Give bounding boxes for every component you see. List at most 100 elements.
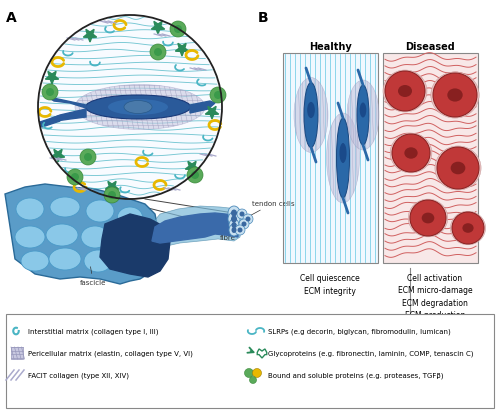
Ellipse shape [340, 144, 346, 164]
Ellipse shape [231, 210, 237, 217]
Ellipse shape [81, 226, 109, 248]
Circle shape [252, 369, 262, 377]
Circle shape [243, 214, 253, 224]
Text: Healthy: Healthy [308, 42, 352, 52]
Polygon shape [148, 206, 242, 247]
Ellipse shape [118, 207, 142, 228]
Bar [6, 314, 494, 408]
Ellipse shape [124, 101, 152, 114]
Ellipse shape [16, 199, 44, 221]
Ellipse shape [115, 255, 141, 273]
Ellipse shape [383, 71, 427, 113]
Ellipse shape [232, 223, 236, 228]
Text: Cell activation
ECM micro-damage
ECM degradation
ECM production: Cell activation ECM micro-damage ECM deg… [398, 273, 472, 320]
Ellipse shape [231, 216, 237, 223]
Ellipse shape [304, 83, 318, 148]
Polygon shape [5, 185, 158, 284]
Circle shape [80, 150, 96, 166]
Ellipse shape [450, 162, 466, 175]
Circle shape [108, 192, 116, 199]
Circle shape [240, 212, 244, 217]
Circle shape [38, 16, 222, 199]
Ellipse shape [390, 134, 432, 173]
Ellipse shape [360, 103, 366, 118]
Ellipse shape [21, 252, 49, 271]
Ellipse shape [326, 114, 360, 204]
Ellipse shape [46, 224, 78, 247]
Ellipse shape [50, 197, 80, 218]
Circle shape [104, 188, 120, 204]
Polygon shape [190, 102, 215, 114]
Polygon shape [152, 214, 238, 243]
Circle shape [246, 217, 250, 222]
Ellipse shape [49, 248, 81, 271]
Circle shape [452, 212, 484, 244]
Ellipse shape [336, 119, 349, 199]
Ellipse shape [229, 219, 239, 231]
Ellipse shape [86, 201, 114, 223]
Text: fibre: fibre [217, 229, 236, 240]
Text: SLRPs (e.g decorin, biglycan, fibromodulin, lumican): SLRPs (e.g decorin, biglycan, fibromodul… [268, 328, 451, 335]
Circle shape [170, 22, 186, 38]
Ellipse shape [108, 100, 168, 116]
Ellipse shape [307, 102, 315, 119]
Text: tendon cells: tendon cells [246, 201, 294, 218]
Ellipse shape [422, 213, 434, 224]
Ellipse shape [232, 228, 236, 233]
Circle shape [437, 147, 479, 190]
Ellipse shape [228, 206, 240, 221]
Circle shape [392, 135, 430, 173]
Circle shape [385, 72, 425, 112]
Polygon shape [84, 30, 96, 43]
Polygon shape [52, 150, 64, 163]
Ellipse shape [435, 147, 481, 190]
Ellipse shape [462, 224, 473, 233]
Text: fascicle: fascicle [80, 267, 106, 285]
Polygon shape [100, 214, 170, 277]
Circle shape [42, 85, 58, 101]
Ellipse shape [15, 226, 45, 248]
Ellipse shape [228, 212, 240, 226]
Circle shape [410, 201, 446, 236]
Bar [383, 54, 478, 263]
Polygon shape [46, 72, 59, 85]
Circle shape [239, 219, 249, 230]
Ellipse shape [404, 148, 417, 159]
Circle shape [174, 26, 182, 34]
Polygon shape [106, 182, 118, 195]
Ellipse shape [357, 86, 369, 146]
Circle shape [46, 89, 54, 97]
Polygon shape [152, 22, 164, 35]
Text: Diseased: Diseased [405, 42, 455, 52]
Text: FACIT collagen (type XII, XIV): FACIT collagen (type XII, XIV) [28, 372, 129, 378]
Ellipse shape [408, 199, 448, 237]
Circle shape [433, 74, 477, 118]
Ellipse shape [86, 96, 190, 120]
Ellipse shape [112, 230, 138, 249]
Circle shape [67, 170, 83, 185]
Circle shape [235, 225, 245, 235]
Text: Cell quiescence
ECM integrity: Cell quiescence ECM integrity [300, 273, 360, 295]
Circle shape [154, 49, 162, 57]
Ellipse shape [448, 89, 462, 102]
Ellipse shape [84, 250, 112, 272]
Bar [283, 54, 378, 263]
Circle shape [237, 209, 247, 219]
Text: A: A [6, 11, 17, 25]
Ellipse shape [431, 73, 479, 119]
Circle shape [71, 173, 79, 182]
Circle shape [250, 377, 256, 384]
Text: Pericellular matrix (elastin, collagen type V, VI): Pericellular matrix (elastin, collagen t… [28, 350, 193, 356]
Bar [11, 347, 23, 359]
Polygon shape [40, 117, 60, 128]
Circle shape [187, 168, 203, 183]
Circle shape [191, 171, 199, 180]
Polygon shape [48, 98, 86, 109]
Ellipse shape [398, 86, 412, 98]
Ellipse shape [75, 85, 205, 130]
Ellipse shape [347, 81, 379, 151]
Circle shape [242, 222, 246, 227]
Text: Glycoproteins (e.g. fibronectin, laminin, COMP, tenascin C): Glycoproteins (e.g. fibronectin, laminin… [268, 350, 474, 356]
Text: Interstitial matrix (collagen type I, III): Interstitial matrix (collagen type I, II… [28, 328, 158, 335]
Polygon shape [186, 162, 198, 175]
